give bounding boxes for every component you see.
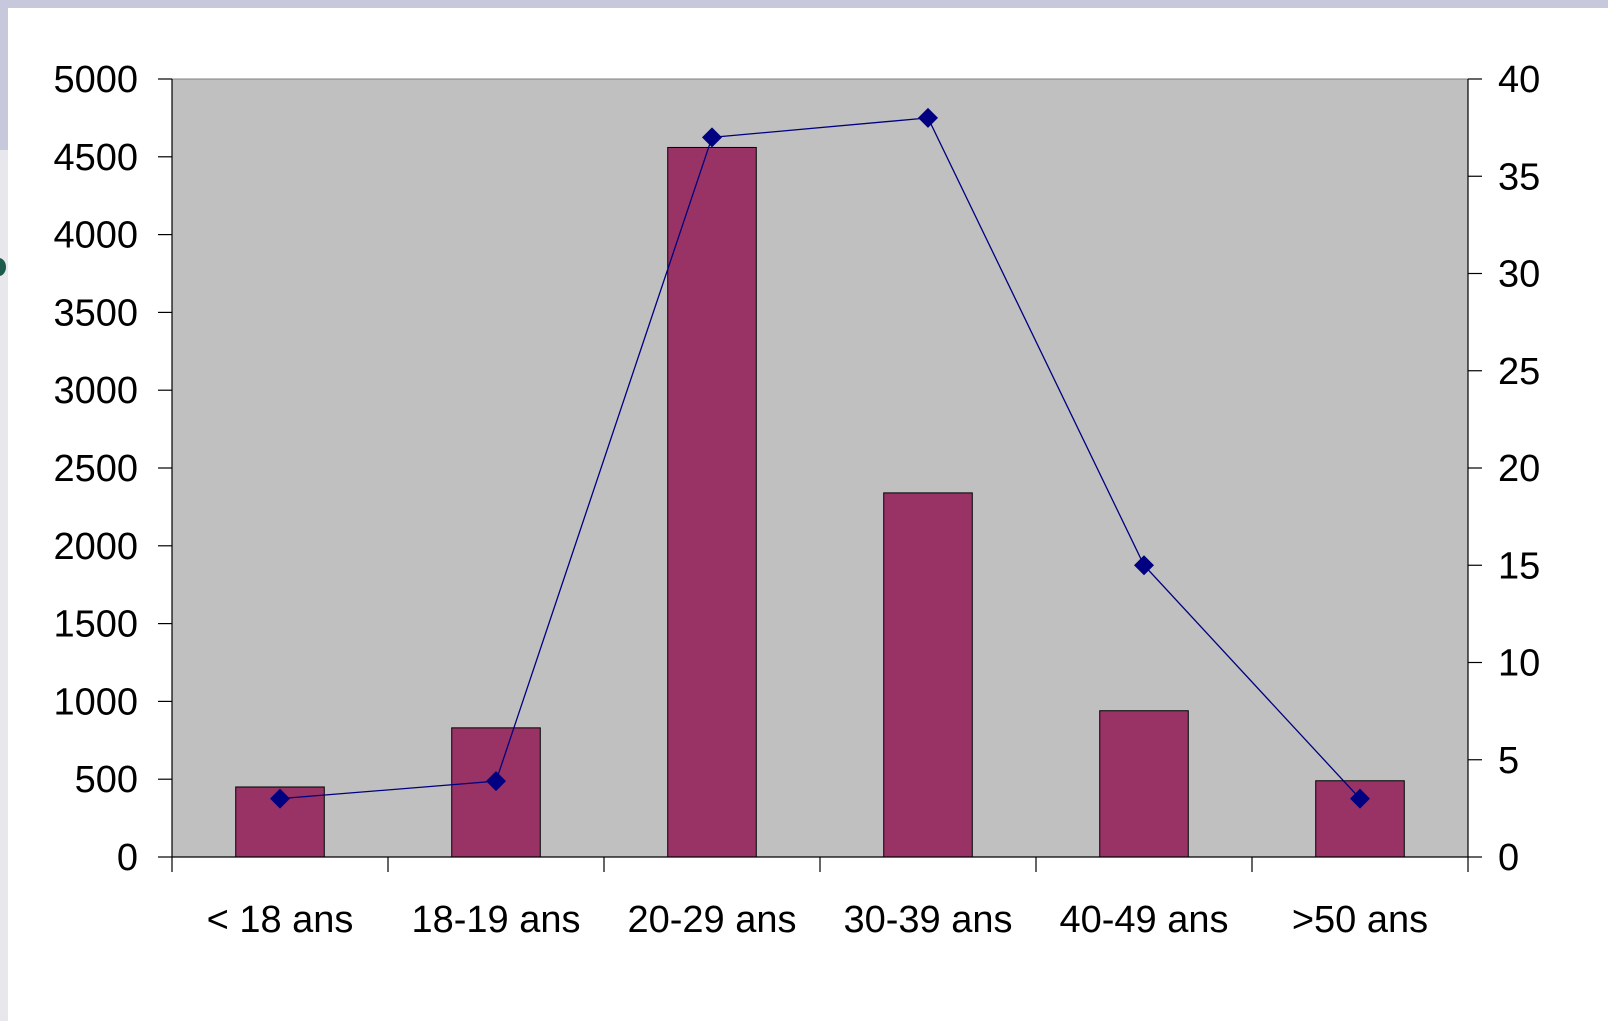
plot-area [171,78,1469,858]
line-marker [270,788,290,809]
line-marker [702,127,722,148]
line-path [279,117,1361,800]
left-tick-label: 5000 [53,59,138,101]
left-tick-label: 2500 [53,448,138,490]
line-series [270,107,1370,809]
x-tick-label: 20-29 ans [627,899,796,941]
right-tick-label: 0 [1498,837,1519,879]
line-marker [486,771,506,792]
bar [451,727,541,858]
line-marker [918,107,938,128]
right-tick-label: 5 [1498,740,1519,782]
right-tick-label: 15 [1498,545,1540,587]
bar-series [235,146,1405,858]
left-tick-label: 4500 [53,137,138,179]
left-tick-label: 500 [75,759,138,801]
x-tick-label: 40-49 ans [1059,899,1228,941]
left-tick-label: 0 [117,837,138,879]
left-tick-label: 1500 [53,604,138,646]
left-tick-label: 3500 [53,292,138,334]
right-tick-label: 25 [1498,351,1540,393]
right-tick-label: 10 [1498,643,1540,685]
left-axis-ticks: 0 500 1000 1500 2000 2500 3000 3500 4000 4500 5000 [53,59,172,879]
bar [1099,710,1189,858]
x-tick-label: 18-19 ans [411,899,580,941]
line-marker [1350,788,1370,809]
x-tick-label: 30-39 ans [843,899,1012,941]
right-axis-ticks: 0 5 10 15 20 25 30 35 40 [1468,59,1540,879]
bar [667,146,757,858]
background-strip [0,150,10,1021]
left-tick-label: 4000 [53,215,138,257]
right-tick-label: 30 [1498,254,1540,296]
line-marker [1134,555,1154,576]
left-tick-label: 3000 [53,370,138,412]
right-tick-label: 35 [1498,156,1540,198]
right-tick-label: 20 [1498,448,1540,490]
bullet-dot [0,258,6,276]
x-axis-ticks: < 18 ans 18-19 ans 20-29 ans 30-39 ans 40-49… [171,857,1469,941]
x-tick-label: < 18 ans [207,899,354,941]
left-tick-label: 2000 [53,526,138,568]
left-tick-label: 1000 [53,681,138,723]
right-tick-label: 40 [1498,59,1540,101]
bar [883,492,973,858]
x-tick-label: >50 ans [1292,899,1428,941]
